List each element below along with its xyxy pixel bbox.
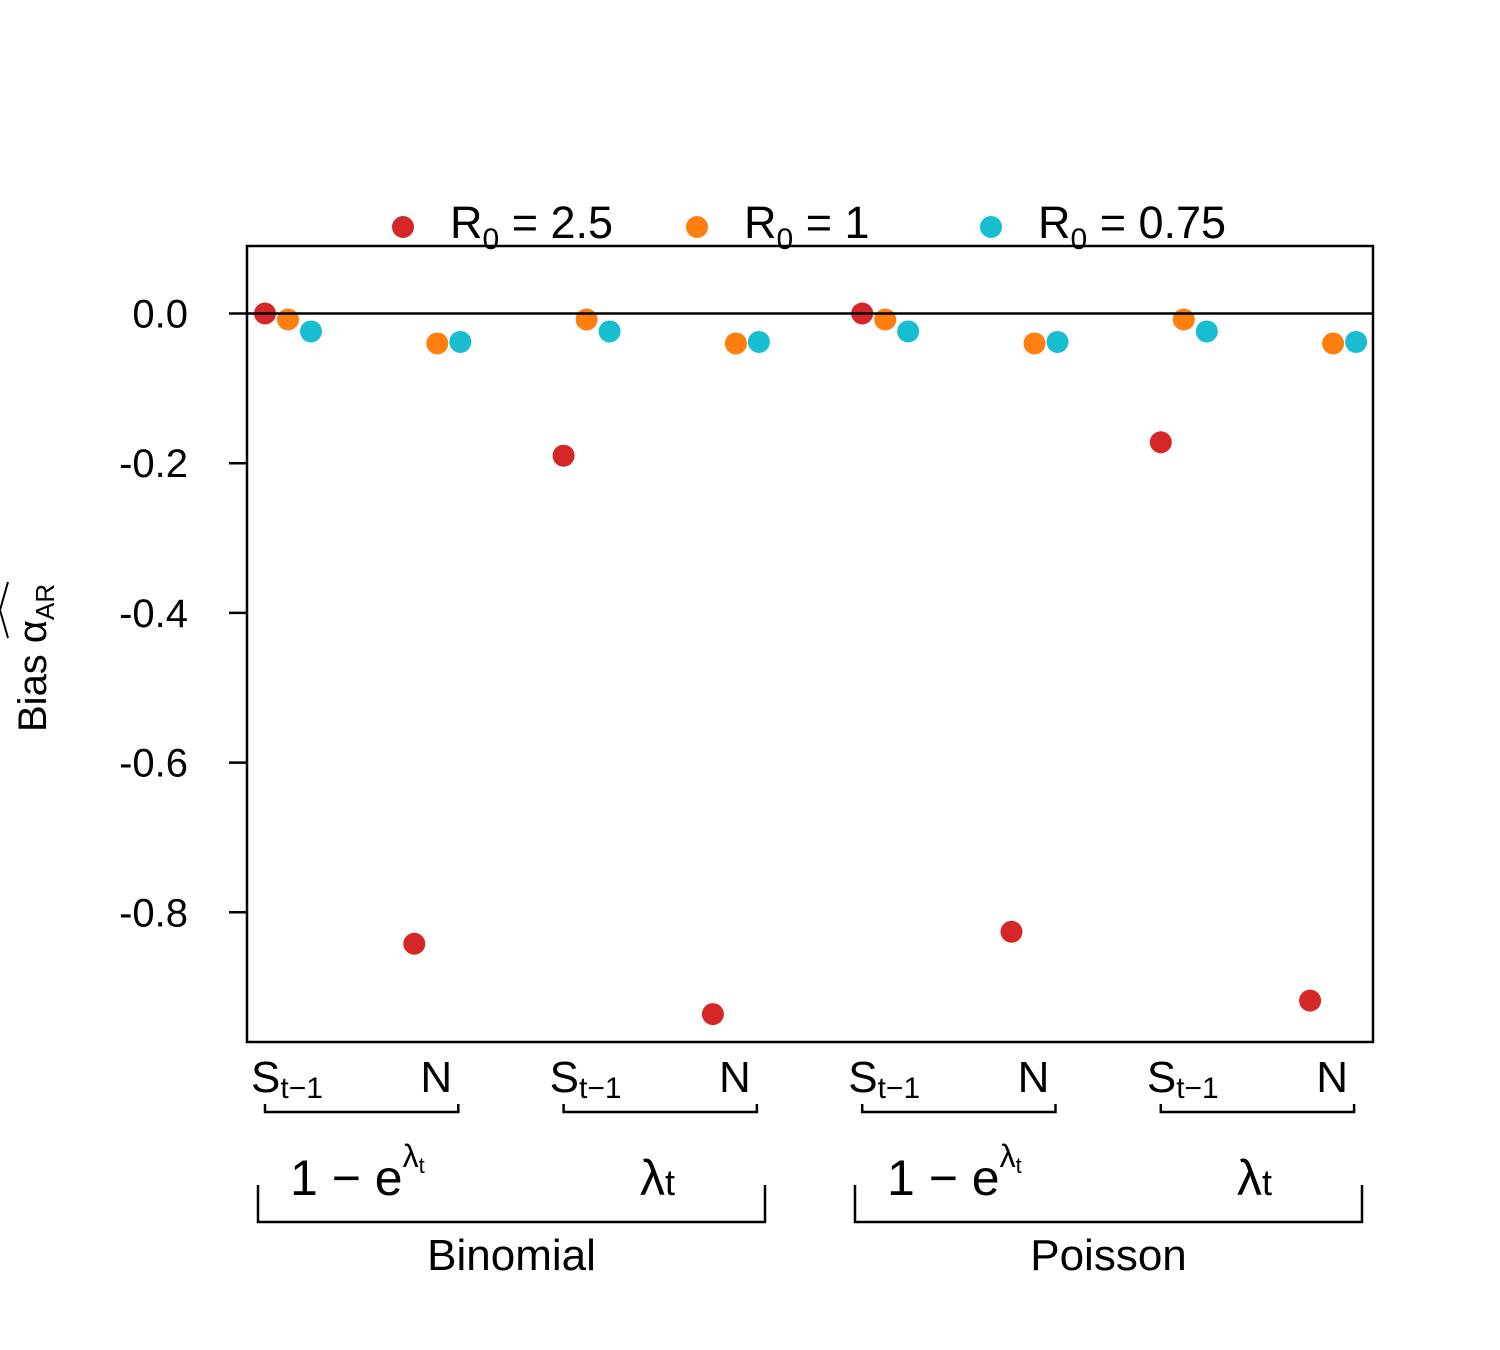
legend-label-base: R <box>744 197 777 248</box>
data-point <box>575 308 598 331</box>
link-label-superscript: λ <box>1000 1138 1016 1174</box>
link-bracket <box>263 1104 460 1114</box>
data-point <box>552 444 575 467</box>
link-label-subscript: t <box>665 1162 675 1203</box>
x-tick-label: St−1 <box>251 1053 323 1105</box>
link-label-superscript-subscript: t <box>419 1153 425 1178</box>
data-point <box>1195 320 1218 343</box>
link-function-labels: 1 − eλt λt 1 − eλt λt <box>263 1104 1356 1206</box>
data-point <box>1299 989 1322 1012</box>
group-bracket <box>256 1185 767 1224</box>
data-point <box>1000 920 1023 943</box>
distribution-group-labels: Binomial Poisson <box>256 1185 1364 1280</box>
legend-marker <box>980 216 1002 238</box>
link-label: 1 − eλt <box>290 1138 425 1206</box>
y-tick-label: -0.8 <box>119 891 188 935</box>
link-bracket <box>860 1104 1057 1114</box>
y-tick-label: -0.4 <box>119 592 188 636</box>
data-point <box>1322 332 1345 355</box>
data-point <box>426 332 449 355</box>
x-tick-label: N <box>1316 1053 1348 1102</box>
link-label: λt <box>1237 1150 1272 1206</box>
y-axis-label-symbol: α <box>11 620 55 643</box>
data-point <box>449 330 472 353</box>
y-tick-label: -0.6 <box>119 742 188 786</box>
link-label-base: 1 − e <box>887 1150 1000 1206</box>
legend-label-value: = 1 <box>793 197 869 248</box>
data-point <box>598 320 621 343</box>
x-tick-label-main: N <box>1316 1053 1348 1102</box>
data-point <box>874 308 897 331</box>
x-tick-label: St−1 <box>550 1053 622 1105</box>
x-tick-label: St−1 <box>848 1053 920 1105</box>
legend: R0 = 2.5 R0 = 1 R0 = 0.75 <box>392 197 1226 256</box>
link-label-base: λ <box>1237 1150 1262 1206</box>
legend-label-value: = 0.75 <box>1087 197 1226 248</box>
x-tick-label: N <box>719 1053 751 1102</box>
link-label-superscript: λ <box>403 1138 419 1174</box>
x-axis-labels: St−1 N St−1 N St−1 N St−1 N <box>251 1053 1348 1105</box>
x-tick-label-main: S <box>251 1053 280 1102</box>
y-axis-label-word: Bias <box>11 643 55 732</box>
y-axis-label: Bias αAR <box>0 581 60 732</box>
group-bracket <box>853 1185 1364 1224</box>
legend-label-subscript: 0 <box>1071 223 1088 256</box>
x-tick-label-main: S <box>848 1053 877 1102</box>
x-tick-label-main: N <box>420 1053 452 1102</box>
link-bracket <box>1159 1104 1356 1114</box>
x-tick-label-main: S <box>550 1053 579 1102</box>
legend-label-subscript: 0 <box>483 223 500 256</box>
x-tick-label-subscript: t−1 <box>1176 1072 1219 1105</box>
data-point <box>724 332 747 355</box>
legend-label-base: R <box>450 197 483 248</box>
y-axis-label-text: Bias αAR <box>11 584 60 732</box>
legend-label: R0 = 2.5 <box>450 197 613 256</box>
x-tick-label-main: N <box>1018 1053 1050 1102</box>
legend-label-subscript: 0 <box>777 223 794 256</box>
data-point <box>1172 308 1195 331</box>
data-point <box>403 932 426 955</box>
x-tick-label-main: S <box>1147 1053 1176 1102</box>
data-point <box>1046 330 1069 353</box>
link-label-superscript-subscript: t <box>1016 1153 1022 1178</box>
group-label: Binomial <box>427 1231 596 1280</box>
group-label: Poisson <box>1030 1231 1187 1280</box>
data-points <box>254 302 1368 1026</box>
plot-frame <box>245 244 1375 1044</box>
x-tick-label: N <box>1018 1053 1050 1102</box>
x-tick-label-subscript: t−1 <box>280 1072 323 1105</box>
y-tick-label: -0.2 <box>119 442 188 486</box>
link-label: 1 − eλt <box>887 1138 1022 1206</box>
link-label-base: λ <box>640 1150 665 1206</box>
legend-label: R0 = 0.75 <box>1038 197 1226 256</box>
data-point <box>277 308 299 331</box>
data-point <box>701 1003 724 1026</box>
data-point <box>1149 431 1172 454</box>
link-label-base: 1 − e <box>290 1150 403 1206</box>
y-axis-label-subscript: AR <box>30 584 60 620</box>
data-point <box>1345 330 1368 353</box>
link-label-subscript: t <box>1262 1162 1272 1203</box>
legend-label-base: R <box>1038 197 1071 248</box>
x-tick-label-subscript: t−1 <box>878 1072 921 1105</box>
data-point <box>300 320 322 343</box>
y-axis-label-hat <box>0 581 9 639</box>
x-tick-label: N <box>420 1053 452 1102</box>
data-point <box>747 330 770 353</box>
data-point <box>1023 332 1046 355</box>
y-tick-label: 0.0 <box>132 293 188 337</box>
data-point <box>897 320 920 343</box>
link-bracket <box>562 1104 759 1114</box>
legend-label: R0 = 1 <box>744 197 870 256</box>
legend-label-value: = 2.5 <box>499 197 613 248</box>
link-label: λt <box>640 1150 675 1206</box>
x-tick-label-main: N <box>719 1053 751 1102</box>
y-axis: 0.0 -0.2 -0.4 -0.6 -0.8 <box>119 293 247 935</box>
legend-marker <box>392 216 414 238</box>
legend-marker <box>686 216 708 238</box>
x-tick-label-subscript: t−1 <box>579 1072 622 1105</box>
x-tick-label: St−1 <box>1147 1053 1219 1105</box>
